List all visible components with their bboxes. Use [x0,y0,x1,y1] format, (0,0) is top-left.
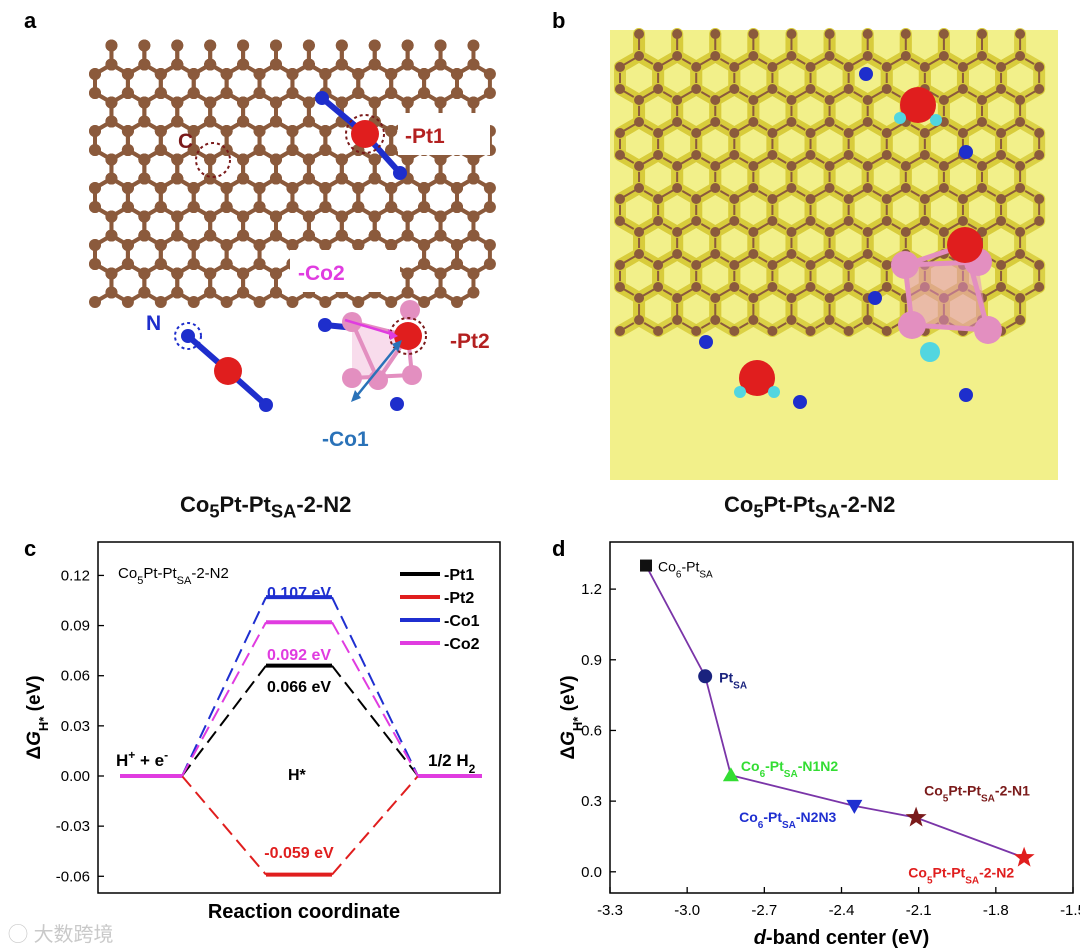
chart-d-xtick-label: -1.5 [1060,902,1080,919]
chart-d-point-label-2: Co6-PtSA-N1N2 [741,758,838,780]
chart-c-legend-label: -Co2 [444,636,480,653]
chart-d-xtick-label: -2.4 [829,902,855,919]
chart-c-ytick-label: 0.00 [61,768,90,785]
chart-c-ytick-label: 0.03 [61,718,90,735]
panel-b-charge-density [610,28,1058,480]
chart-c-xlabel: Reaction coordinate [208,901,400,923]
pt1-atom [351,120,379,148]
panel-b-atoms [699,67,1002,409]
label-c: C [178,130,193,153]
chart-d-point-label-3: Co6-PtSA-N2N3 [739,809,836,831]
c-site-marker [195,142,231,178]
chart-c-legend-label: -Co1 [444,613,480,630]
chart-c-legend-label: -Pt1 [444,567,474,584]
chart-d-point-1 [698,669,713,684]
chart-d-point-label-0: Co6-PtSA [658,559,713,581]
chart-c-value-label-Pt2: -0.059 eV [264,845,334,862]
chart-d-point-0 [640,559,653,572]
chart-d-xtick-label: -3.0 [674,902,700,919]
chart-d-ytick-label: 0.3 [581,793,602,810]
chart-d-trend-line [645,565,1025,859]
chart-c-energy-diagram: -0.06 -0.03 0.00 0.03 0.06 0.09 0.12 ΔGH* (eV) R… [24,541,501,923]
chart-d-xtick-label: -2.1 [906,902,932,919]
pt-sa-atom [214,357,242,385]
chart-c-ytick-label: -0.03 [56,818,90,835]
chart-c-value-label-Co2: 0.092 eV [267,647,331,664]
chart-c-value-label-Pt1: 0.066 eV [267,679,331,696]
label-co2: -Co2 [298,262,345,285]
panel-a-pt1-site [315,91,407,180]
panel-a-pt-sa-site [174,142,273,412]
label-pt1: -Pt1 [405,125,445,148]
chart-c-frame [97,541,501,894]
chart-c-transition-Pt2 [331,775,419,876]
watermark-logo-icon: ◯ [8,924,28,946]
chart-d-point-5 [1013,846,1035,867]
chart-d-xtick-label: -2.7 [751,902,777,919]
panel-b-caption: Co5Pt-PtSA-2-N2 [724,492,896,522]
chart-d-ytick-label: 0.9 [581,652,602,669]
chart-c-transition-Co1 [181,596,267,777]
chart-c-title: Co5Pt-PtSA-2-N2 [118,565,229,587]
chart-d-ylabel: ΔGH* (eV) [558,675,585,759]
chart-c-state-final: 1/2 H2 [428,751,476,776]
label-co1: -Co1 [322,428,369,451]
watermark: ◯ 大数跨境 [8,918,114,947]
chart-c-transition-Pt1 [331,665,419,777]
panel-letter-d: d [552,536,566,561]
chart-d-frame [609,541,1074,894]
chart-d-xlabel: d-band center (eV) [754,927,930,949]
label-pt2: -Pt2 [450,330,490,353]
chart-c-legend-label: -Pt2 [444,590,474,607]
chart-d-point-label-4: Co5Pt-PtSA-2-N1 [924,783,1030,805]
chart-d-ytick-label: 0.6 [581,722,602,739]
chart-c-state-intermediate: H* [288,767,307,784]
chart-c-state-initial: H+ + e- [116,748,168,770]
chart-d-point-label-5: Co5Pt-PtSA-2-N2 [908,865,1014,887]
panel-letter-b: b [552,8,566,33]
chart-d-dband-scatter: 0.0 0.3 0.6 0.9 1.2 -3.3 -3.0 -2.7 -2.4 -2.1 -1.8 -… [558,541,1080,949]
chart-d-point-3 [846,799,863,814]
chart-d-ytick-label: 0.0 [581,864,602,881]
panel-a-cluster [318,300,427,411]
label-n: N [146,312,161,335]
chart-d-ytick-label: 1.2 [581,581,602,598]
chart-c-transition-Co2 [331,621,419,777]
chart-c-transition-Pt1 [181,665,267,777]
chart-c-ytick-label: -0.06 [56,868,90,885]
chart-c-transition-Co1 [331,596,419,777]
panel-a-caption: Co5Pt-PtSA-2-N2 [180,492,352,522]
chart-d-point-2 [722,767,739,782]
chart-d-xtick-label: -3.3 [597,902,623,919]
chart-c-value-label-Co1: 0.107 eV [267,585,331,602]
chart-c-ylabel: ΔGH* (eV) [24,675,51,759]
panel-a-graphene-lattice [89,39,496,308]
watermark-text: 大数跨境 [33,924,114,946]
panel-letter-a: a [24,8,37,33]
panel-a-structure: -Pt1 -Pt2 -Co2 -Co1 C N [89,39,530,460]
chart-c-transition-Pt2 [181,775,267,876]
chart-d-xtick-label: -1.8 [983,902,1009,919]
chart-c-ytick-label: 0.09 [61,618,90,635]
panel-letter-c: c [24,536,37,561]
chart-d-point-label-1: PtSA [719,669,747,691]
chart-d-point-4 [905,806,927,827]
chart-c-transition-Co2 [181,621,267,777]
chart-c-ytick-label: 0.06 [61,668,90,685]
chart-c-ytick-label: 0.12 [61,567,90,584]
